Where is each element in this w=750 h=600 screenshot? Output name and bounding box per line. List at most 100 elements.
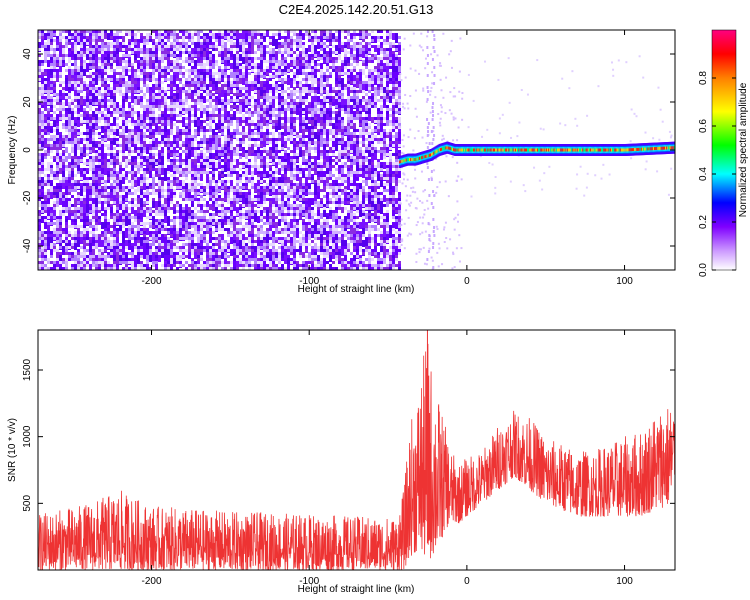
heatmap-cell xyxy=(191,84,194,87)
heatmap-cell xyxy=(254,105,257,108)
heatmap-cell xyxy=(59,162,62,165)
heatmap-cell xyxy=(158,153,161,160)
heatmap-cell xyxy=(146,90,149,93)
heatmap-cell xyxy=(287,45,290,48)
heatmap-cell xyxy=(101,117,104,120)
heatmap-cell xyxy=(143,72,146,75)
heatmap-cell xyxy=(179,114,182,117)
heatmap-cell xyxy=(155,30,158,37)
heatmap-cell xyxy=(218,243,221,246)
heatmap-cell xyxy=(146,39,149,42)
heatmap-cell xyxy=(185,36,188,39)
heatmap-cell xyxy=(92,63,95,66)
heatmap-cell xyxy=(179,63,182,66)
heatmap-cell xyxy=(200,102,203,105)
heatmap-cell xyxy=(77,234,80,237)
heatmap-cell xyxy=(170,75,173,78)
heatmap-cell xyxy=(215,45,218,48)
heatmap-cell xyxy=(251,165,254,168)
heatmap-cell xyxy=(245,153,248,156)
heatmap-cell xyxy=(221,168,224,171)
heatmap-cell xyxy=(167,120,170,123)
heatmap-cell xyxy=(206,84,209,91)
heatmap-cell xyxy=(173,144,176,147)
heatmap-cell xyxy=(56,261,59,268)
heatmap-cell xyxy=(155,207,158,210)
heatmap-cell xyxy=(128,159,131,162)
heatmap-cell xyxy=(185,189,188,192)
heatmap-cell xyxy=(188,237,191,240)
heatmap-cell xyxy=(83,39,86,42)
heatmap-cell xyxy=(272,123,275,126)
heatmap-cell xyxy=(41,96,44,99)
heatmap-cell xyxy=(239,252,242,255)
heatmap-cell xyxy=(38,78,41,81)
heatmap-cell xyxy=(248,66,251,69)
heatmap-cell xyxy=(221,78,224,81)
heatmap-cell xyxy=(224,87,227,90)
heatmap-cell xyxy=(176,132,179,135)
heatmap-cell xyxy=(182,210,185,213)
heatmap-cell xyxy=(140,237,143,244)
heatmap-cell xyxy=(263,120,266,123)
heatmap-cell xyxy=(38,216,41,219)
heatmap-cell xyxy=(137,180,140,187)
heatmap-cell xyxy=(227,78,230,81)
heatmap-cell xyxy=(98,198,101,201)
heatmap-cell xyxy=(203,141,206,144)
heatmap-cell xyxy=(125,123,128,126)
heatmap-cell xyxy=(44,156,47,159)
heatmap-cell xyxy=(170,69,173,72)
heatmap-cell xyxy=(137,234,140,241)
heatmap-cell xyxy=(152,99,155,102)
heatmap-cell xyxy=(257,168,260,171)
heatmap-cell xyxy=(146,162,149,165)
heatmap-cell xyxy=(185,108,188,111)
heatmap-cell xyxy=(263,75,266,78)
heatmap-cell xyxy=(38,234,41,237)
heatmap-cell xyxy=(68,225,71,228)
heatmap-cell xyxy=(80,84,83,87)
heatmap-cell xyxy=(161,99,164,102)
heatmap-cell xyxy=(218,258,221,261)
heatmap-cell xyxy=(203,96,206,103)
heatmap-cell xyxy=(164,126,167,133)
heatmap-cell xyxy=(140,120,143,123)
heatmap-cell xyxy=(239,204,242,207)
heatmap-cell xyxy=(275,84,278,87)
heatmap-cell xyxy=(227,243,230,246)
heatmap-cell xyxy=(170,45,173,48)
heatmap-cell xyxy=(38,33,41,36)
heatmap-cell xyxy=(203,54,206,57)
heatmap-cell xyxy=(95,114,98,117)
heatmap-cell xyxy=(131,192,134,195)
heatmap-cell xyxy=(197,102,200,105)
heatmap-cell xyxy=(38,255,41,258)
heatmap-cell xyxy=(149,135,152,138)
heatmap-cell xyxy=(125,213,128,216)
heatmap-cell xyxy=(56,165,59,168)
heatmap-cell xyxy=(182,225,185,228)
heatmap-cell xyxy=(92,192,95,195)
heatmap-cell xyxy=(146,72,149,75)
heatmap-cell xyxy=(182,72,185,75)
heatmap-cell xyxy=(260,156,263,159)
heatmap-cell xyxy=(56,93,59,96)
heatmap-cell xyxy=(53,216,56,219)
heatmap-cell xyxy=(248,258,251,261)
heatmap-cell xyxy=(227,198,230,201)
heatmap-cell xyxy=(71,183,74,190)
heatmap-cell xyxy=(275,201,278,204)
heatmap-cell xyxy=(194,120,197,127)
heatmap-cell xyxy=(269,267,272,270)
heatmap-cell xyxy=(227,36,230,39)
heatmap-cell xyxy=(44,54,47,57)
heatmap-cell xyxy=(248,153,251,156)
heatmap-cell xyxy=(38,246,41,249)
heatmap-cell xyxy=(143,48,146,51)
heatmap-cell xyxy=(221,201,224,204)
heatmap-cell xyxy=(164,234,167,237)
heatmap-cell xyxy=(248,54,251,57)
heatmap-cell xyxy=(53,93,56,96)
heatmap-cell xyxy=(182,186,185,189)
